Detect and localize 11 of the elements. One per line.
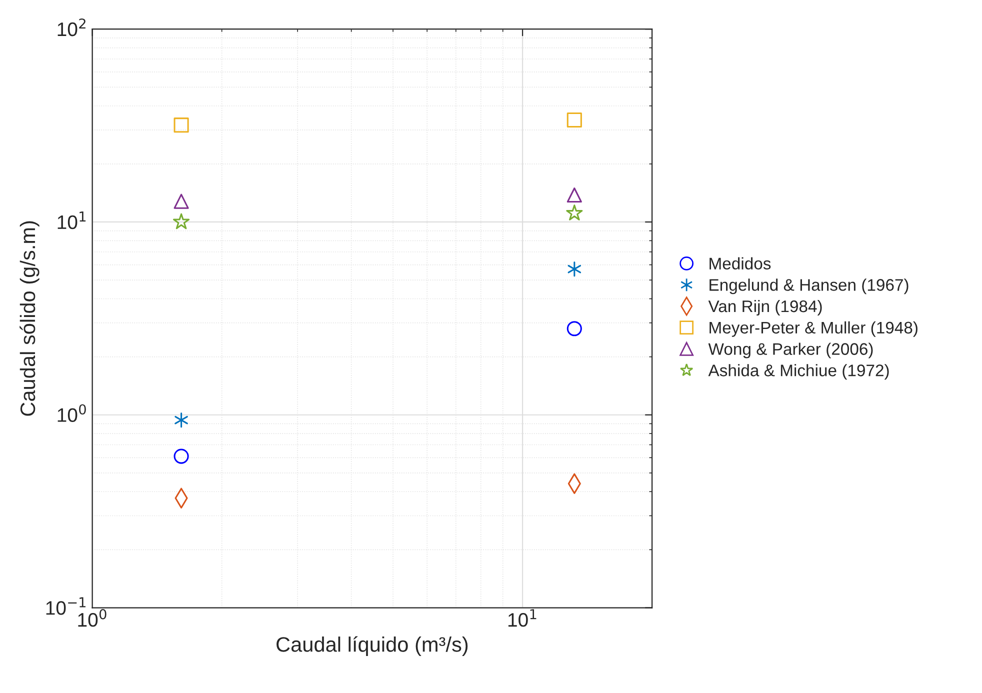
legend-label: Engelund & Hansen (1967) [710,278,908,294]
legend-label: Ashida & Michiue (1972) [708,364,889,380]
legend-label: Medidos [710,257,771,270]
legend-label: Wong & Parker (2006) [708,342,873,358]
x-axis-title: Caudal líquido (m³/s) [276,636,468,656]
y-tick-label: 10$^{2}$ [58,18,86,36]
y-tick-label: 10$^{0}$ [58,404,86,422]
y-axis-title: Caudal sólido (g/s.m) [20,221,40,416]
y-tick-label: 10$^{1}$ [58,212,86,230]
legend-label: Meyer-Peter & Muller (1948) [710,321,918,337]
legend-label: Van Rijn (1984) [708,300,822,316]
